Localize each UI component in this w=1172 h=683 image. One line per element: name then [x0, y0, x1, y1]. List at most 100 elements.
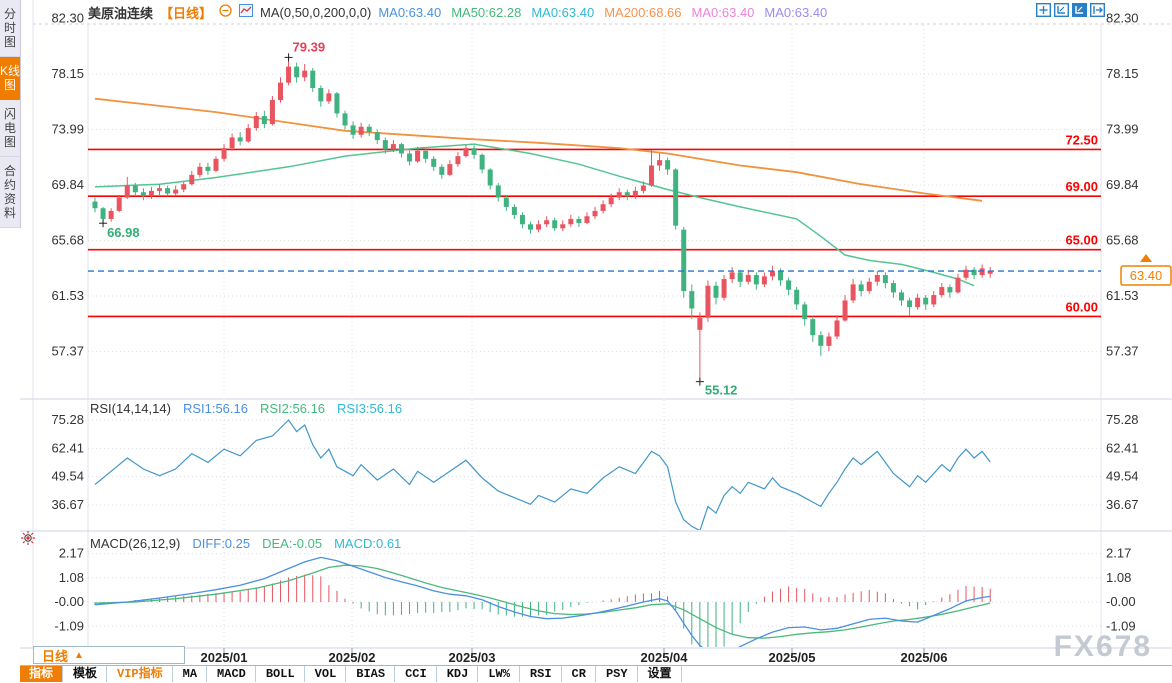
candles-layer — [92, 57, 993, 382]
y-axis-label: 82.30 — [51, 11, 84, 26]
sidebar-item-合约资料[interactable]: 合约资料 — [0, 157, 20, 228]
sidebar-item-分时图[interactable]: 分时图 — [0, 0, 20, 57]
y-axis-label: 78.15 — [51, 66, 84, 81]
rsi-line — [94, 419, 991, 530]
tab-模板[interactable]: 模板 — [64, 666, 108, 682]
annotations: 79.39 66.98 55.12 — [99, 39, 737, 398]
y-axis-label: 62.41 — [1106, 440, 1139, 455]
y-axis-label: 57.37 — [51, 344, 84, 359]
y-axis-label: 73.99 — [1106, 122, 1139, 137]
y-axis-label: 78.15 — [1106, 66, 1139, 81]
y-axis-label: 69.84 — [1106, 177, 1139, 192]
sidebar-item-闪电图[interactable]: 闪电图 — [0, 100, 20, 157]
pan-tool-icon[interactable] — [1035, 2, 1052, 18]
y-axis-label: -0.00 — [54, 594, 84, 609]
ma-value: MA50:62.28 — [451, 4, 522, 20]
level-label: 65.00 — [1065, 233, 1098, 248]
ma50-line — [94, 143, 975, 287]
y-axis-label: 49.54 — [51, 469, 84, 484]
y-axis-label: 65.68 — [1106, 233, 1139, 248]
x-axis-label: 2025/04 — [641, 650, 689, 665]
y-axis-label: 69.84 — [51, 177, 84, 192]
indicator-value: DEA:-0.05 — [262, 536, 323, 551]
y-axis-label: 49.54 — [1106, 469, 1139, 484]
ma-value: MA0:63.40 — [691, 4, 755, 20]
ma-value: MA200:68.66 — [604, 4, 682, 20]
axis-labels: 82.30 82.30 78.15 78.15 73.99 73.99 69.84 69.84… — [51, 11, 1138, 634]
indicator-value: RSI3:56.16 — [337, 401, 403, 416]
kline-mini-icon[interactable] — [239, 4, 254, 20]
tab-CCI[interactable]: CCI — [396, 666, 437, 682]
macd-title: MACD(26,12,9) — [90, 536, 181, 551]
y-axis-label: -1.09 — [54, 618, 84, 633]
y-axis-label: 2.17 — [59, 546, 84, 561]
jump-latest-icon[interactable] — [1089, 2, 1106, 18]
ma-settings-text: MA(0,50,0,200,0,0) — [260, 4, 372, 20]
ma200-line — [94, 97, 983, 202]
level-label: 72.50 — [1065, 132, 1098, 147]
tab-CR[interactable]: CR — [563, 666, 596, 682]
y-axis-label: 1.08 — [59, 570, 84, 585]
ma-lines — [94, 97, 983, 287]
level-label: 60.00 — [1065, 299, 1098, 314]
tab-指标[interactable]: 指标 — [20, 666, 64, 682]
y-axis-label: 62.41 — [51, 440, 84, 455]
chart-frame — [20, 0, 1172, 649]
tab-MACD[interactable]: MACD — [208, 666, 256, 682]
tab-PSY[interactable]: PSY — [597, 666, 638, 682]
macd-values: DIFF:0.25 DEA:-0.05 MACD:0.61 — [192, 536, 413, 551]
live-indicator-icon[interactable] — [20, 530, 36, 546]
indicator-toolbar: 指标 模板 VIP指标 MA MACD BOLL VOL BIAS CCI KDJ LW% RSI CR… — [20, 665, 1172, 683]
tab-VIP指标[interactable]: VIP指标 — [108, 666, 173, 682]
tab-RSI[interactable]: RSI — [521, 666, 562, 682]
rsi-header: RSI(14,14,14) RSI1:56.16 RSI2:56.16 RSI3:5… — [90, 401, 414, 416]
right-axis-scale-icon[interactable] — [1071, 2, 1088, 18]
y-axis-label: 61.53 — [51, 288, 84, 303]
tab-BIAS[interactable]: BIAS — [347, 666, 396, 682]
macd-header: MACD(26,12,9) DIFF:0.25 DEA:-0.05 MACD:0.6… — [90, 536, 413, 551]
chart-tool-icons — [1035, 2, 1106, 18]
period-tag: 【日线】 — [160, 5, 213, 21]
symbol-name: 美原油连续 — [88, 5, 154, 21]
dea-line — [94, 564, 991, 639]
current-price-label: 63.40 — [1130, 268, 1163, 283]
period-selector-button[interactable]: 日线 ▲ — [33, 646, 185, 664]
sidebar-item-K线图[interactable]: K线图 — [0, 57, 20, 100]
indicator-value: RSI1:56.16 — [182, 401, 248, 416]
price-up-arrow-icon — [1140, 254, 1152, 263]
tab-LW%[interactable]: LW% — [479, 666, 520, 682]
collapse-icon[interactable] — [219, 4, 232, 20]
x-axis: 2025/01 2025/02 2025/03 2025/04 2025/05 2025/… — [201, 648, 948, 665]
tab-KDJ[interactable]: KDJ — [438, 666, 479, 682]
dif-line — [94, 556, 991, 647]
ma-values: MA0:63.40 MA50:62.28 MA0:63.40 MA200:68.66 M… — [378, 5, 837, 20]
y-axis-label: -0.00 — [1106, 594, 1136, 609]
y-axis-label: 1.08 — [1106, 570, 1131, 585]
x-axis-label: 2025/06 — [901, 650, 948, 665]
ma-value: MA0:63.40 — [378, 4, 442, 20]
x-axis-label: 2025/03 — [449, 650, 496, 665]
period-label: 日线 — [42, 648, 69, 664]
y-axis-label: 75.28 — [51, 412, 84, 427]
y-axis-label: 61.53 — [1106, 288, 1139, 303]
sidebar: 分时图 K线图 闪电图 合约资料 — [0, 0, 21, 228]
y-axis-label: 73.99 — [51, 122, 84, 137]
level-label: 69.00 — [1065, 179, 1098, 194]
tab-设置[interactable]: 设置 — [639, 666, 682, 682]
y-axis-label: 65.68 — [51, 233, 84, 248]
left-axis-scale-icon[interactable] — [1053, 2, 1070, 18]
tab-VOL[interactable]: VOL — [306, 666, 347, 682]
tab-BOLL[interactable]: BOLL — [257, 666, 305, 682]
rsi-title: RSI(14,14,14) — [90, 401, 171, 416]
ma-value: MA0:63.40 — [764, 4, 828, 20]
tab-MA[interactable]: MA — [174, 666, 208, 682]
chevron-up-icon: ▲ — [74, 649, 84, 661]
y-axis-label: 36.67 — [51, 497, 84, 512]
watermark: FX678 — [1053, 630, 1152, 663]
x-axis-label: 2025/02 — [329, 650, 376, 665]
chart-header: 美原油连续 【日线】 MA(0,50,0,200,0,0) MA0:63.40 M… — [88, 3, 837, 21]
indicator-value: RSI2:56.16 — [259, 401, 326, 416]
price-annotation: 66.98 — [107, 225, 140, 240]
